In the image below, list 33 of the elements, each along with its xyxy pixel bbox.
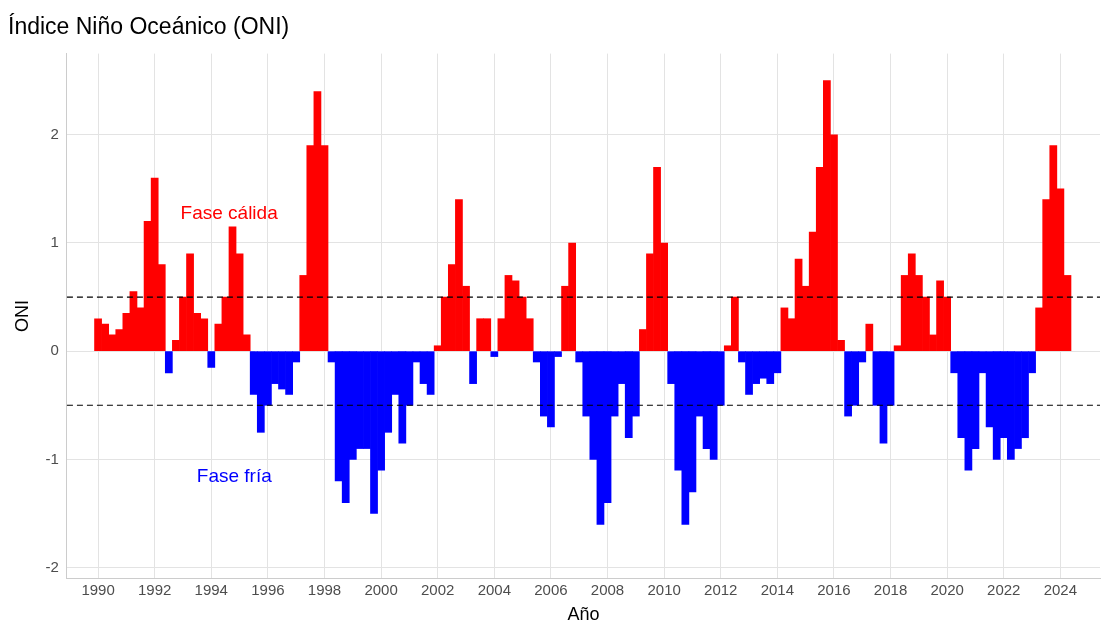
y-tick-label: 2 bbox=[50, 124, 59, 142]
x-tick-label: 2008 bbox=[590, 580, 625, 598]
x-tick-label: 1994 bbox=[194, 580, 228, 598]
x-tick-label: 1990 bbox=[81, 580, 115, 598]
y-tick-label: 1 bbox=[50, 233, 59, 251]
x-tick-label: 1998 bbox=[307, 580, 342, 598]
annotation: Fase cálida bbox=[180, 201, 279, 223]
y-tick-label: 0 bbox=[50, 341, 59, 359]
bar bbox=[207, 351, 216, 368]
bar bbox=[490, 351, 499, 357]
x-tick-label: 2024 bbox=[1043, 580, 1078, 598]
x-tick-label: 2012 bbox=[704, 580, 738, 598]
x-axis-title: Año bbox=[567, 604, 600, 625]
y-tick-label: -2 bbox=[45, 557, 59, 575]
x-tick-label: 2000 bbox=[364, 580, 398, 598]
x-tick-label: 2014 bbox=[760, 580, 795, 598]
bar bbox=[469, 351, 477, 384]
x-tick-label: 2006 bbox=[534, 580, 568, 598]
x-tick-label: 2020 bbox=[930, 580, 964, 598]
y-axis-title: ONI bbox=[11, 299, 32, 333]
bar bbox=[164, 351, 173, 374]
x-tick-label: 2004 bbox=[477, 580, 511, 598]
x-tick-label: 1996 bbox=[251, 580, 285, 598]
bar bbox=[865, 323, 874, 351]
chart-title: Índice Niño Oceánico (ONI) bbox=[8, 13, 290, 40]
x-tick-label: 2010 bbox=[647, 580, 681, 598]
x-tick-label: 2018 bbox=[873, 580, 908, 598]
x-tick-label: 2016 bbox=[817, 580, 851, 598]
annotation: Fase fría bbox=[196, 465, 273, 487]
x-tick-label: 1992 bbox=[137, 580, 172, 598]
y-tick-label: -1 bbox=[45, 449, 59, 467]
x-tick-label: 2002 bbox=[421, 580, 455, 598]
x-tick-label: 2022 bbox=[987, 580, 1021, 598]
